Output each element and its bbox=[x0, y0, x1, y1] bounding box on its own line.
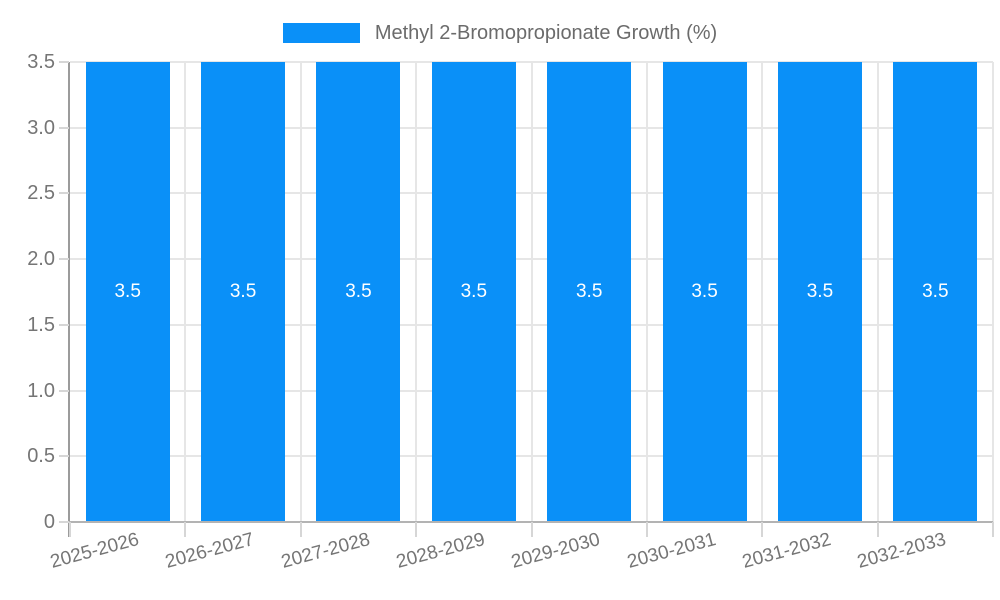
y-axis-tick-label: 3.0 bbox=[27, 116, 55, 139]
y-axis-line bbox=[68, 62, 70, 537]
x-axis-category-label: 2028-2029 bbox=[394, 529, 488, 573]
x-axis-tick bbox=[876, 522, 879, 537]
gridline-vertical bbox=[530, 62, 533, 522]
bar: 3.5 bbox=[431, 62, 516, 522]
gridline-vertical bbox=[761, 62, 764, 522]
bar: 3.5 bbox=[662, 62, 747, 522]
y-axis-tick-label: 2.0 bbox=[27, 248, 55, 271]
legend-swatch bbox=[282, 23, 360, 43]
bar: 3.5 bbox=[547, 62, 632, 522]
bar: 3.5 bbox=[316, 62, 401, 522]
bar: 3.5 bbox=[777, 62, 862, 522]
y-axis-tick bbox=[59, 258, 69, 261]
x-axis-tick bbox=[645, 522, 648, 537]
bar-value-label: 3.5 bbox=[114, 281, 141, 302]
y-axis-tick bbox=[59, 521, 69, 523]
gridline-vertical bbox=[876, 62, 879, 522]
bar-value-label: 3.5 bbox=[460, 281, 488, 302]
y-axis-tick bbox=[59, 126, 69, 129]
bar-value-label: 3.5 bbox=[575, 281, 603, 302]
x-axis-category-label: 2032-2033 bbox=[855, 529, 949, 573]
gridline-vertical bbox=[992, 62, 994, 522]
x-axis-tick bbox=[69, 522, 71, 537]
x-axis-tick bbox=[184, 522, 187, 537]
bar-value-label: 3.5 bbox=[229, 281, 257, 302]
y-axis-tick-label: 3.5 bbox=[27, 51, 55, 73]
y-axis-tick bbox=[59, 389, 69, 392]
gridline-vertical bbox=[415, 62, 418, 522]
y-axis-tick-label: 1.0 bbox=[27, 379, 55, 402]
y-axis-tick bbox=[59, 455, 69, 458]
x-axis-tick bbox=[299, 522, 302, 537]
x-axis-category-label: 2025-2026 bbox=[47, 529, 142, 573]
legend: Methyl 2-Bromopropionate Growth (%) bbox=[0, 20, 1000, 46]
legend-label: Methyl 2-Bromopropionate Growth (%) bbox=[374, 21, 718, 44]
y-axis-tick-label: 1.5 bbox=[27, 313, 55, 336]
y-axis-tick bbox=[59, 192, 69, 195]
gridline-vertical bbox=[184, 62, 187, 522]
gridline-vertical bbox=[645, 62, 648, 522]
x-axis-tick bbox=[761, 522, 764, 537]
plot-area: 3.5 3.5 3.5 3.5 3.5 3.5 3.5 3.5 bbox=[70, 61, 994, 522]
x-axis-category-label: 2026-2027 bbox=[163, 529, 257, 573]
y-axis-tick bbox=[59, 61, 69, 63]
x-axis-tick bbox=[415, 522, 418, 537]
y-axis-tick-label: 0 bbox=[43, 511, 55, 533]
bar-value-label: 3.5 bbox=[345, 281, 372, 302]
y-axis-tick bbox=[59, 323, 69, 326]
x-axis-category-label: 2029-2030 bbox=[509, 529, 603, 573]
bar-value-label: 3.5 bbox=[691, 281, 718, 302]
y-axis-tick-label: 2.5 bbox=[27, 182, 55, 205]
bar: 3.5 bbox=[85, 62, 170, 522]
y-axis-tick-label: 0.5 bbox=[27, 445, 55, 468]
bar: 3.5 bbox=[893, 62, 978, 522]
x-axis-category-label: 2030-2031 bbox=[624, 529, 718, 573]
x-axis-category-label: 2031-2032 bbox=[740, 529, 834, 573]
gridline-vertical bbox=[299, 62, 302, 522]
x-axis-tick bbox=[530, 522, 533, 537]
x-axis-category-label: 2027-2028 bbox=[278, 529, 372, 573]
bar-value-label: 3.5 bbox=[806, 281, 834, 302]
x-axis-tick bbox=[992, 522, 994, 537]
bar-value-label: 3.5 bbox=[922, 281, 949, 302]
bar: 3.5 bbox=[201, 62, 286, 522]
